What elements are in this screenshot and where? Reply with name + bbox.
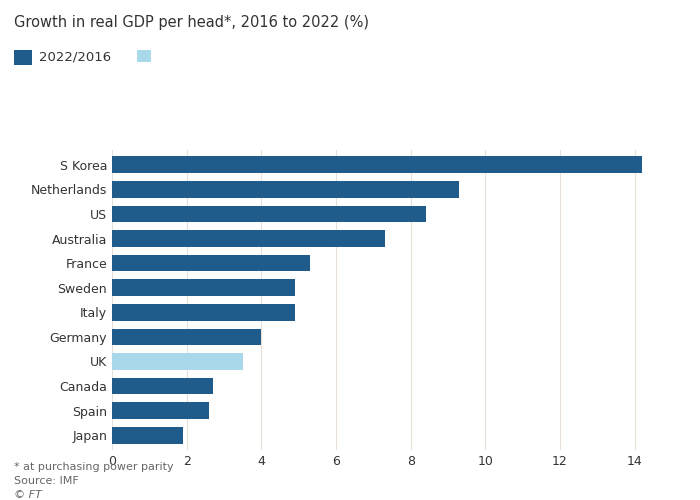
Text: © FT: © FT <box>14 490 42 500</box>
Text: 2022/2016: 2022/2016 <box>38 51 111 64</box>
Bar <box>112 280 295 296</box>
Text: Source: IMF: Source: IMF <box>14 476 78 486</box>
Bar <box>112 156 642 173</box>
Text: * at purchasing power parity: * at purchasing power parity <box>14 462 174 472</box>
Bar <box>112 353 243 370</box>
Bar <box>112 255 310 272</box>
Text: Growth in real GDP per head*, 2016 to 2022 (%): Growth in real GDP per head*, 2016 to 20… <box>14 15 369 30</box>
Bar <box>112 230 384 247</box>
Bar <box>112 181 459 198</box>
Bar <box>112 328 261 345</box>
Bar <box>112 206 426 222</box>
Bar <box>112 378 213 394</box>
Bar <box>112 402 209 419</box>
Bar <box>112 427 183 444</box>
Bar <box>112 304 295 320</box>
